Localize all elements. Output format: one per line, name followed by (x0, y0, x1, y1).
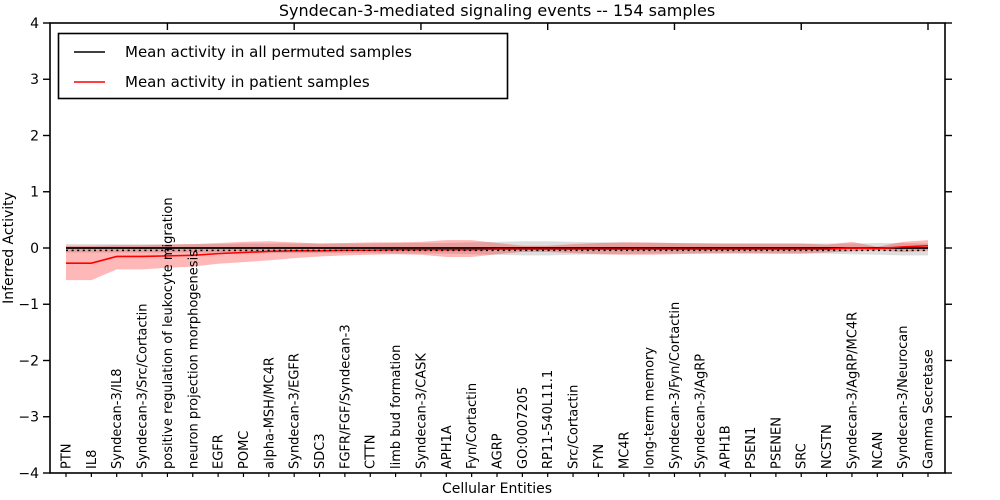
x-tick-label: alpha-MSH/MC4R (262, 357, 277, 469)
legend-label-patient: Mean activity in patient samples (125, 73, 370, 91)
y-tick-labels: −4 −3 −2 −1 0 1 2 3 4 (18, 16, 39, 482)
x-tick-label: Syndecan-3/Fyn/Cortactin (668, 302, 683, 469)
x-tick-label: IL8 (85, 450, 100, 469)
x-tick-label: AGRP (491, 433, 506, 469)
plot-frame (49, 22, 946, 474)
x-tick-label: Syndecan-3/EGFR (288, 353, 303, 469)
y-tick-label: 4 (30, 16, 39, 32)
legend-label-permuted: Mean activity in all permuted samples (125, 43, 412, 61)
y-tick-label: −4 (18, 466, 39, 482)
x-tick-label: PSEN1 (744, 427, 759, 469)
y-tick-label: 0 (30, 241, 39, 257)
x-tick-label: positive regulation of leukocyte migrati… (161, 197, 176, 469)
x-tick-label: APH1A (440, 425, 455, 469)
y-tick-label: −3 (18, 410, 39, 426)
x-tick-label: EGFR (212, 434, 227, 469)
x-tick-label: APH1B (719, 425, 734, 469)
y-tick-label: −2 (18, 353, 39, 369)
patient-std-band (66, 240, 928, 281)
x-tick-label: SRC (795, 443, 810, 469)
x-tick-label: long-term memory (643, 347, 658, 469)
x-tick-label: Syndecan-3/CASK (414, 353, 429, 469)
x-tick-label: Syndecan-3/Src/Cortactin (136, 303, 151, 469)
x-tick-label: CTTN (364, 435, 379, 469)
x-tick-label: Syndecan-3/IL8 (110, 369, 125, 469)
x-tick-label: PTN (60, 443, 75, 469)
patient-mean-line (66, 244, 929, 264)
x-tick-label: Syndecan-3/AgRP (693, 354, 708, 469)
y-axis-label: Inferred Activity (1, 192, 17, 304)
x-tick-label: POMC (237, 431, 252, 469)
x-tick-label: Syndecan-3/Neurocan (896, 326, 911, 469)
y-tick-label: 3 (30, 72, 39, 88)
x-tick-label: Gamma Secretase (922, 349, 937, 469)
x-tick-label: SDC3 (313, 433, 328, 469)
x-tick-label: NCAN (871, 432, 886, 469)
x-tick-label: NCSTN (820, 424, 835, 469)
x-axis-label: Cellular Entities (442, 481, 552, 497)
x-tick-label: neuron projection morphogenesis (186, 250, 201, 469)
series-lines-layer (66, 244, 929, 264)
y-tick-label: −1 (18, 297, 39, 313)
x-tick-label: FGFR/FGF/Syndecan-3 (338, 324, 353, 469)
x-tick-label: MC4R (617, 431, 632, 469)
x-tick-label: PSENEN (769, 417, 784, 469)
chart-title: Syndecan-3-mediated signaling events -- … (279, 1, 715, 20)
y-tick-label: 1 (30, 185, 39, 201)
x-tick-labels: PTN IL8 Syndecan-3/IL8 Syndecan-3/Src/Corta… (60, 197, 937, 469)
legend: Mean activity in all permuted samples Me… (57, 32, 509, 100)
y-tick-label: 2 (30, 128, 39, 144)
x-tick-label: GO:0007205 (516, 387, 531, 469)
x-tick-label: FYN (592, 444, 607, 469)
x-tick-label: Syndecan-3/AgRP/MC4R (845, 312, 860, 469)
x-tick-label: RP11-540L11.1 (541, 370, 556, 469)
legend-box (57, 32, 509, 100)
x-tick-label: Fyn/Cortactin (465, 383, 480, 469)
x-tick-label: limb bud formation (389, 345, 404, 469)
x-tick-label: Src/Cortactin (567, 385, 582, 469)
